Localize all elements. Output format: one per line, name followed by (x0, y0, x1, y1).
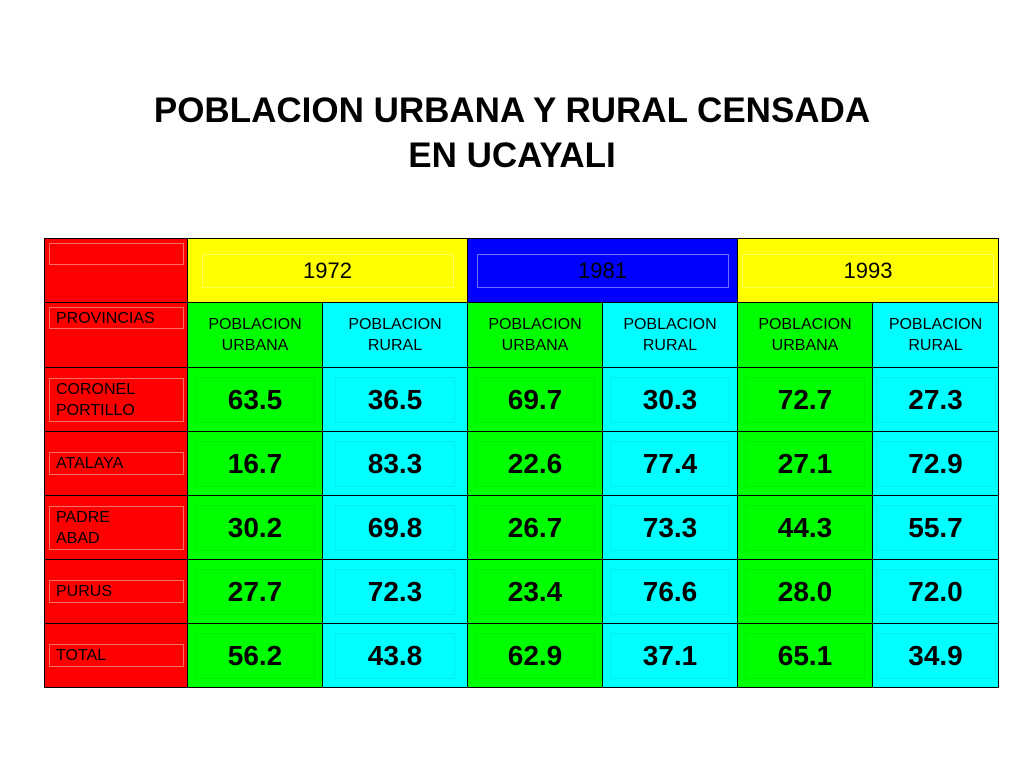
value-cell: 83.3 (322, 431, 468, 496)
value-cell: 27.3 (872, 367, 999, 432)
provincias-header: PROVINCIAS (44, 302, 188, 368)
subheader-rural-1972: POBLACION RURAL (322, 302, 468, 368)
value-cell: 72.0 (872, 559, 999, 624)
value-cell: 16.7 (187, 431, 323, 496)
province-cell: TOTAL (44, 623, 188, 688)
subheader-urbana-1972: POBLACION URBANA (187, 302, 323, 368)
corner-cell (44, 238, 188, 303)
value-cell: 63.5 (187, 367, 323, 432)
title-line-2: EN UCAYALI (408, 136, 616, 175)
table-row: CORONEL PORTILLO 63.5 36.5 69.7 30.3 72.7… (44, 367, 999, 432)
province-cell: PURUS (44, 559, 188, 624)
value-cell: 37.1 (602, 623, 738, 688)
subheader-row: PROVINCIAS POBLACION URBANA POBLACION RURA… (44, 302, 999, 368)
province-cell: PADRE ABAD (44, 495, 188, 560)
value-cell: 73.3 (602, 495, 738, 560)
page-title: POBLACION URBANA Y RURAL CENSADA EN UCAY… (0, 88, 1024, 178)
value-cell: 26.7 (467, 495, 603, 560)
year-header-1972: 1972 (187, 238, 468, 303)
value-cell: 65.1 (737, 623, 873, 688)
value-cell: 72.9 (872, 431, 999, 496)
value-cell: 34.9 (872, 623, 999, 688)
value-cell: 56.2 (187, 623, 323, 688)
value-cell: 55.7 (872, 495, 999, 560)
value-cell: 72.7 (737, 367, 873, 432)
census-table: 1972 1981 1993 PROVINCIAS POBLACION URBAN… (44, 238, 999, 688)
subheader-rural-1993: POBLACION RURAL (872, 302, 999, 368)
subheader-urbana-1981: POBLACION URBANA (467, 302, 603, 368)
province-cell: ATALAYA (44, 431, 188, 496)
province-cell: CORONEL PORTILLO (44, 367, 188, 432)
value-cell: 62.9 (467, 623, 603, 688)
table-row-total: TOTAL 56.2 43.8 62.9 37.1 65.1 34.9 (44, 623, 999, 688)
year-header-1981: 1981 (467, 238, 738, 303)
value-cell: 69.7 (467, 367, 603, 432)
value-cell: 28.0 (737, 559, 873, 624)
title-line-1: POBLACION URBANA Y RURAL CENSADA (153, 91, 871, 130)
year-header-1993: 1993 (737, 238, 999, 303)
value-cell: 30.2 (187, 495, 323, 560)
table-row: ATALAYA 16.7 83.3 22.6 77.4 27.1 72.9 (44, 431, 999, 496)
table-row: PURUS 27.7 72.3 23.4 76.6 28.0 72.0 (44, 559, 999, 624)
table-row: PADRE ABAD 30.2 69.8 26.7 73.3 44.3 55.7 (44, 495, 999, 560)
value-cell: 77.4 (602, 431, 738, 496)
value-cell: 43.8 (322, 623, 468, 688)
value-cell: 69.8 (322, 495, 468, 560)
year-header-row: 1972 1981 1993 (44, 238, 999, 303)
subheader-urbana-1993: POBLACION URBANA (737, 302, 873, 368)
value-cell: 27.1 (737, 431, 873, 496)
value-cell: 22.6 (467, 431, 603, 496)
value-cell: 23.4 (467, 559, 603, 624)
value-cell: 27.7 (187, 559, 323, 624)
value-cell: 44.3 (737, 495, 873, 560)
subheader-rural-1981: POBLACION RURAL (602, 302, 738, 368)
value-cell: 30.3 (602, 367, 738, 432)
value-cell: 72.3 (322, 559, 468, 624)
value-cell: 36.5 (322, 367, 468, 432)
value-cell: 76.6 (602, 559, 738, 624)
